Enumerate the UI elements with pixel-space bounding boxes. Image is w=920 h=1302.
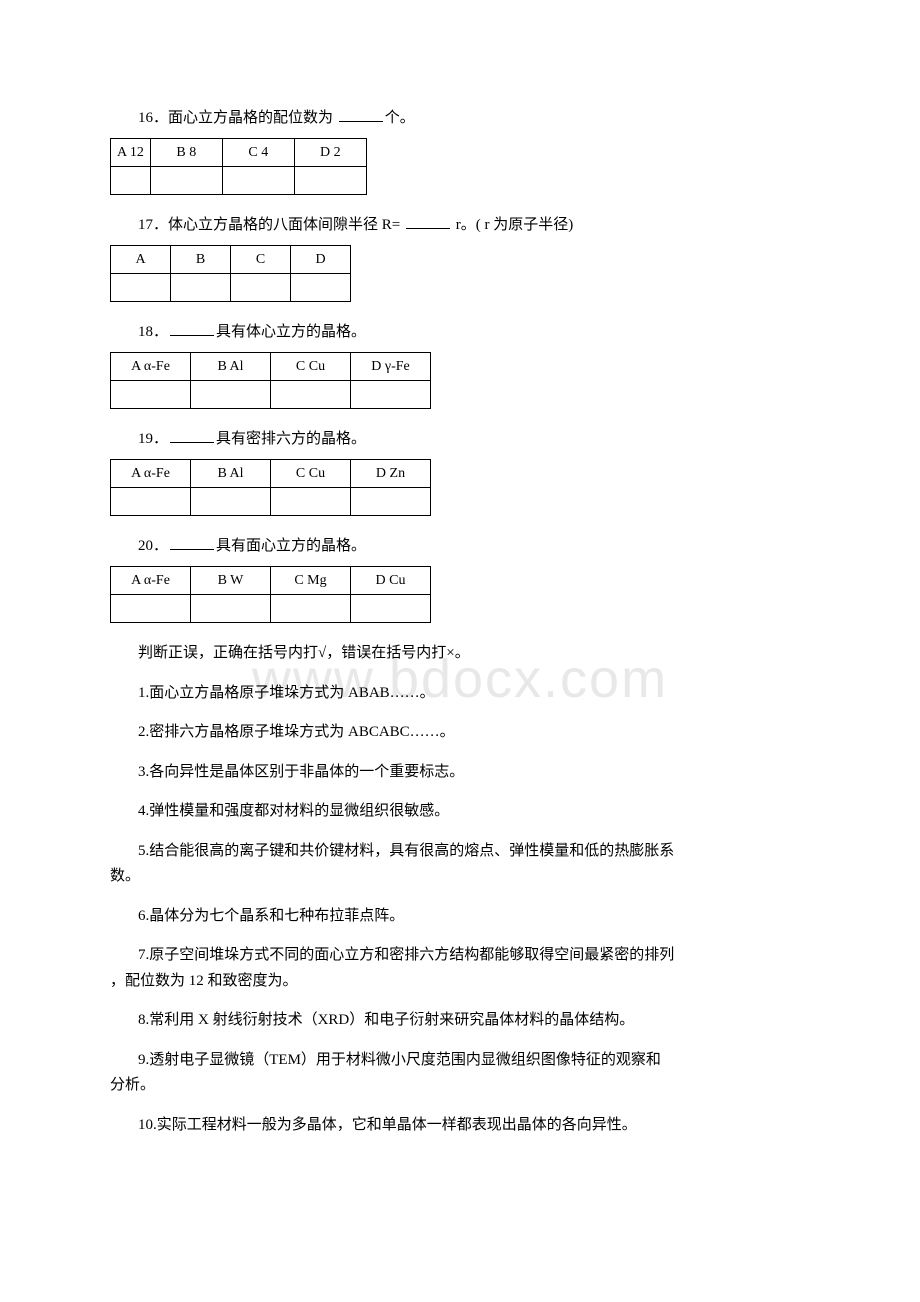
- tf-item-7-line1: 7.原子空间堆垛方式不同的面心立方和密排六方结构都能够取得空间最紧密的排列: [110, 943, 810, 969]
- q18-option-table: A α-Fe B Al C Cu D γ-Fe: [110, 352, 431, 409]
- option-cell: [191, 595, 271, 623]
- tf-item-6: 6.晶体分为七个晶系和七种布拉菲点阵。: [110, 904, 810, 930]
- option-cell: B 8: [150, 139, 222, 167]
- q17-text-before: ．体心立方晶格的八面体间隙半径 R=: [153, 217, 404, 233]
- question-17: 17．体心立方晶格的八面体间隙半径 R= r。( r 为原子半径): [110, 213, 810, 237]
- q19-number: 19: [138, 431, 153, 447]
- table-row: [111, 488, 431, 516]
- option-cell: [111, 167, 151, 195]
- option-cell: [191, 488, 271, 516]
- blank-line: [170, 322, 214, 336]
- option-cell: C 4: [222, 139, 294, 167]
- option-cell: D γ-Fe: [351, 353, 431, 381]
- option-cell: C Mg: [271, 567, 351, 595]
- option-cell: [271, 488, 351, 516]
- instruction-paragraph: 判断正误，正确在括号内打√，错误在括号内打×。: [110, 641, 810, 667]
- option-cell: B Al: [191, 353, 271, 381]
- q17-number: 17: [138, 217, 153, 233]
- option-cell: B Al: [191, 460, 271, 488]
- table-row: [111, 595, 431, 623]
- tf-item-10: 10.实际工程材料一般为多晶体，它和单晶体一样都表现出晶体的各向异性。: [110, 1113, 810, 1139]
- question-20: 20． 具有面心立方的晶格。: [110, 534, 810, 558]
- option-cell: D: [291, 246, 351, 274]
- tf-item-7-line2: ，配位数为 12 和致密度为。: [110, 969, 810, 995]
- q19-text-before: ．: [153, 431, 168, 447]
- q17-text-after: r。( r 为原子半径): [452, 217, 573, 233]
- q19-text-after: 具有密排六方的晶格。: [216, 431, 366, 447]
- tf-item-3: 3.各向异性是晶体区别于非晶体的一个重要标志。: [110, 760, 810, 786]
- option-cell: A α-Fe: [111, 460, 191, 488]
- option-cell: A α-Fe: [111, 567, 191, 595]
- document-content: 16．面心立方晶格的配位数为 个。 A 12 B 8 C 4 D 2 17．体心…: [110, 106, 810, 1138]
- option-cell: [271, 381, 351, 409]
- option-cell: D 2: [294, 139, 366, 167]
- question-16: 16．面心立方晶格的配位数为 个。: [110, 106, 810, 130]
- table-row: [111, 381, 431, 409]
- q18-number: 18: [138, 324, 153, 340]
- q17-option-table: A B C D: [110, 245, 351, 302]
- table-row: A α-Fe B Al C Cu D γ-Fe: [111, 353, 431, 381]
- question-18: 18． 具有体心立方的晶格。: [110, 320, 810, 344]
- tf-item-2: 2.密排六方晶格原子堆垛方式为 ABCABC……。: [110, 720, 810, 746]
- option-cell: C Cu: [271, 460, 351, 488]
- option-cell: C Cu: [271, 353, 351, 381]
- blank-line: [406, 215, 450, 229]
- option-cell: [191, 381, 271, 409]
- table-row: A B C D: [111, 246, 351, 274]
- option-cell: [351, 488, 431, 516]
- q20-text-before: ．: [153, 538, 168, 554]
- option-cell: C: [231, 246, 291, 274]
- option-cell: B W: [191, 567, 271, 595]
- option-cell: D Zn: [351, 460, 431, 488]
- option-cell: [351, 595, 431, 623]
- blank-line: [339, 108, 383, 122]
- question-19: 19． 具有密排六方的晶格。: [110, 427, 810, 451]
- table-row: [111, 274, 351, 302]
- q16-number: 16: [138, 110, 153, 126]
- table-row: A α-Fe B Al C Cu D Zn: [111, 460, 431, 488]
- tf-item-9-line1: 9.透射电子显微镜（TEM）用于材料微小尺度范围内显微组织图像特征的观察和: [110, 1048, 810, 1074]
- option-cell: [171, 274, 231, 302]
- option-cell: B: [171, 246, 231, 274]
- option-cell: A 12: [111, 139, 151, 167]
- q20-number: 20: [138, 538, 153, 554]
- q19-option-table: A α-Fe B Al C Cu D Zn: [110, 459, 431, 516]
- q18-text-before: ．: [153, 324, 168, 340]
- option-cell: [351, 381, 431, 409]
- blank-line: [170, 536, 214, 550]
- q16-text-before: ．面心立方晶格的配位数为: [153, 110, 337, 126]
- q20-text-after: 具有面心立方的晶格。: [216, 538, 366, 554]
- q16-option-table: A 12 B 8 C 4 D 2: [110, 138, 367, 195]
- option-cell: D Cu: [351, 567, 431, 595]
- option-cell: A α-Fe: [111, 353, 191, 381]
- option-cell: A: [111, 246, 171, 274]
- tf-item-5-line1: 5.结合能很高的离子键和共价键材料，具有很高的熔点、弹性模量和低的热膨胀系: [110, 839, 810, 865]
- option-cell: [111, 274, 171, 302]
- tf-item-9-line2: 分析。: [110, 1073, 810, 1099]
- option-cell: [271, 595, 351, 623]
- option-cell: [291, 274, 351, 302]
- q16-text-after: 个。: [385, 110, 415, 126]
- tf-item-8: 8.常利用 X 射线衍射技术（XRD）和电子衍射来研究晶体材料的晶体结构。: [110, 1008, 810, 1034]
- option-cell: [231, 274, 291, 302]
- tf-item-4: 4.弹性模量和强度都对材料的显微组织很敏感。: [110, 799, 810, 825]
- tf-item-5-line2: 数。: [110, 864, 810, 890]
- table-row: A α-Fe B W C Mg D Cu: [111, 567, 431, 595]
- option-cell: [150, 167, 222, 195]
- blank-line: [170, 429, 214, 443]
- tf-item-1: 1.面心立方晶格原子堆垛方式为 ABAB……。: [110, 681, 810, 707]
- option-cell: [111, 488, 191, 516]
- option-cell: [111, 381, 191, 409]
- table-row: A 12 B 8 C 4 D 2: [111, 139, 367, 167]
- option-cell: [111, 595, 191, 623]
- q18-text-after: 具有体心立方的晶格。: [216, 324, 366, 340]
- option-cell: [294, 167, 366, 195]
- q20-option-table: A α-Fe B W C Mg D Cu: [110, 566, 431, 623]
- option-cell: [222, 167, 294, 195]
- table-row: [111, 167, 367, 195]
